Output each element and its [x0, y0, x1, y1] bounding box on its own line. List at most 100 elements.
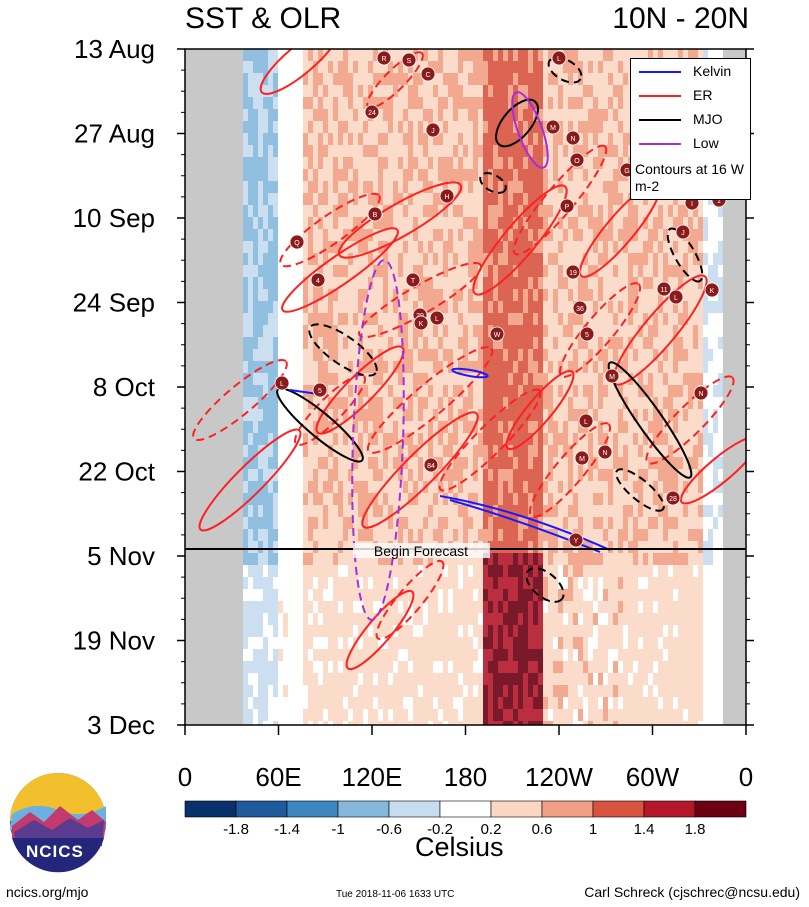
forecast-label: Begin Forecast [374, 543, 468, 559]
contour-line [525, 567, 565, 603]
contour-line [279, 192, 381, 268]
storm-marker: M [604, 368, 620, 384]
colorbar-label: -1.4 [274, 821, 300, 838]
colorbar-label: -0.6 [376, 821, 402, 838]
contour-line [357, 261, 483, 339]
storm-marker: W [489, 326, 505, 342]
colorbar-label: -1.8 [223, 821, 249, 838]
storm-marker: C [420, 66, 436, 82]
contour-line [294, 374, 366, 446]
y-tick-label: 5 Nov [87, 541, 155, 571]
y-tick-label: 24 Sep [73, 288, 155, 318]
colorbar-bin [235, 800, 288, 818]
colorbar-bin [490, 800, 543, 818]
colorbar-units: Celsius [415, 832, 504, 862]
storm-marker: B [367, 206, 383, 222]
footer-timestamp: Tue 2018-11-06 1633 UTC [336, 889, 455, 900]
storm-marker: H [439, 188, 455, 204]
x-tick-label: 120W [525, 762, 593, 792]
storm-marker: L [274, 375, 290, 391]
storm-marker: L [551, 50, 567, 66]
contour-line [505, 369, 575, 451]
storm-marker: L [668, 289, 684, 305]
storm-marker: P [559, 198, 575, 214]
x-tick-label: 120E [342, 762, 403, 792]
storm-marker: J [425, 122, 441, 138]
colorbar-bin [439, 800, 492, 818]
contour-line [308, 323, 378, 377]
colorbar-bin [643, 800, 696, 818]
storm-marker: R [376, 50, 392, 66]
contour-line [366, 346, 494, 454]
storm-marker: 19 [565, 264, 581, 280]
storm-marker: J [675, 224, 691, 240]
x-tick-label: 60E [255, 762, 301, 792]
y-tick-label: 3 Dec [87, 710, 155, 740]
contour-line [528, 422, 612, 518]
colorbar-label: 1 [589, 821, 597, 838]
storm-marker: N [597, 444, 613, 460]
colorbar-bin [541, 800, 594, 818]
colorbar-label: -0.2 [427, 821, 453, 838]
contour-line [547, 56, 583, 84]
storm-marker: N [565, 130, 581, 146]
colorbar-label: 1.8 [685, 821, 706, 838]
contour-line [679, 435, 746, 505]
contour-line [337, 181, 463, 259]
storm-marker: K [413, 315, 429, 331]
contour-line [558, 282, 642, 378]
contour-line [511, 91, 549, 169]
storm-marker: 84 [423, 457, 439, 473]
ncics-logo [10, 773, 106, 873]
storm-marker: O [569, 152, 585, 168]
storm-marker: L [429, 310, 445, 326]
contour-line [351, 259, 405, 621]
contour-line [276, 387, 364, 463]
wave-contours [192, 49, 746, 671]
contour-line [438, 388, 542, 492]
contour-line [315, 345, 405, 435]
y-tick-label: 13 Aug [74, 34, 155, 64]
storm-marker: 36 [572, 300, 588, 316]
colorbar-bin [286, 800, 339, 818]
storm-markers: RSC24JLMNOGPBH1IJ1911LK4T29KLW5LMN5LMN84… [274, 50, 727, 548]
footer-author: Carl Schreck (cjschrec@ncsu.edu) [584, 884, 800, 900]
storm-marker: Y [568, 532, 584, 548]
y-tick-label: 19 Nov [73, 626, 155, 656]
contour-line [479, 172, 507, 194]
colorbar-bin [592, 800, 645, 818]
contour-line [607, 361, 693, 479]
storm-marker: T [405, 272, 421, 288]
storm-marker: M [545, 119, 561, 135]
y-axis: 13 Aug 27 Aug 10 Sep 24 Sep 8 Oct 22 Oct 5 Nov… [73, 34, 754, 740]
colorbar-bin [337, 800, 390, 818]
y-tick-label: 10 Sep [73, 203, 155, 233]
contour-line [495, 98, 539, 148]
colorbar-bin [694, 800, 747, 818]
storm-marker: S [401, 52, 417, 68]
storm-marker: M [574, 450, 590, 466]
x-tick-label: 180 [444, 762, 487, 792]
storm-marker: 11 [656, 281, 672, 297]
footer-url[interactable]: ncics.org/mjo [6, 884, 89, 900]
storm-marker: 24 [364, 104, 380, 120]
y-tick-label: 8 Oct [93, 372, 156, 402]
x-tick-label: 60W [626, 762, 680, 792]
kelvin-contour [439, 495, 611, 551]
legend: Kelvin ER MJO Low Contours at 16 W m-2 [630, 58, 751, 200]
storm-marker: 4 [310, 272, 326, 288]
x-tick-label: 0 [739, 762, 753, 792]
x-tick-label: 0 [178, 762, 192, 792]
colorbar-bin [184, 800, 237, 818]
contour-line [666, 227, 704, 283]
contour-line [192, 358, 288, 442]
storm-marker: K [704, 282, 720, 298]
x-axis: 0 60E 120E 180 120W 60W 0 [178, 725, 753, 792]
storm-marker: L [578, 413, 594, 429]
colorbar-label: 0.6 [532, 821, 553, 838]
contour-line [375, 559, 445, 641]
y-tick-label: 27 Aug [74, 119, 155, 149]
colorbar-label: -1 [331, 821, 344, 838]
colorbar: -1.8 -1.4 -1 -0.6 -0.2 0.2 0.6 1 1.4 1.8 [184, 800, 747, 838]
storm-marker: 5 [312, 382, 328, 398]
